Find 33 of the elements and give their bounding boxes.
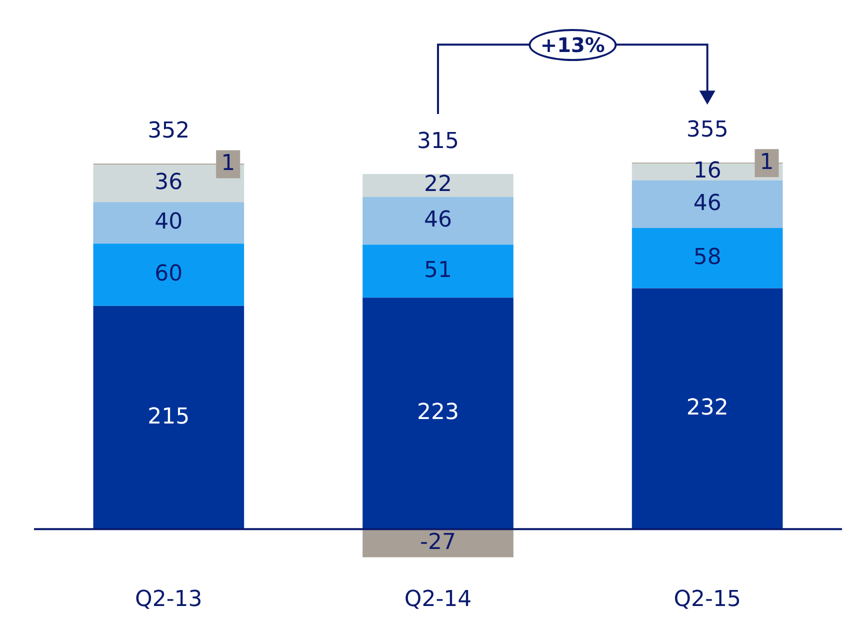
bar xyxy=(632,180,783,228)
total-label: 352 xyxy=(148,118,190,144)
data-label: 40 xyxy=(154,210,183,235)
x-tick-label: Q2-15 xyxy=(674,587,741,612)
bar xyxy=(93,306,244,530)
data-label: 46 xyxy=(424,208,452,232)
bar xyxy=(362,174,514,197)
data-label: 60 xyxy=(154,261,183,286)
x-tick-label: Q2-13 xyxy=(135,587,202,612)
bar xyxy=(93,244,244,306)
bar xyxy=(362,529,514,558)
data-label: 232 xyxy=(686,395,728,420)
x-tick-label: Q2-14 xyxy=(404,587,472,612)
data-label: -27 xyxy=(420,530,456,555)
bar xyxy=(362,196,514,245)
text: +13% xyxy=(528,28,617,61)
total-label: 355 xyxy=(686,117,728,142)
bar xyxy=(362,244,514,298)
data-label: 51 xyxy=(424,258,452,283)
data-label: 22 xyxy=(424,172,452,198)
bar xyxy=(632,288,783,530)
data-label: 1 xyxy=(760,150,774,175)
data-label: 223 xyxy=(417,400,459,426)
data-label: 46 xyxy=(693,190,722,216)
bar xyxy=(362,298,514,530)
data-label: 1 xyxy=(221,150,236,176)
total-label: 315 xyxy=(417,128,459,154)
data-label: 215 xyxy=(148,404,190,430)
data-label: 16 xyxy=(693,158,722,184)
bar xyxy=(632,228,783,288)
data-label: 36 xyxy=(154,170,183,196)
bar xyxy=(93,202,244,244)
data-label: 58 xyxy=(693,244,722,270)
